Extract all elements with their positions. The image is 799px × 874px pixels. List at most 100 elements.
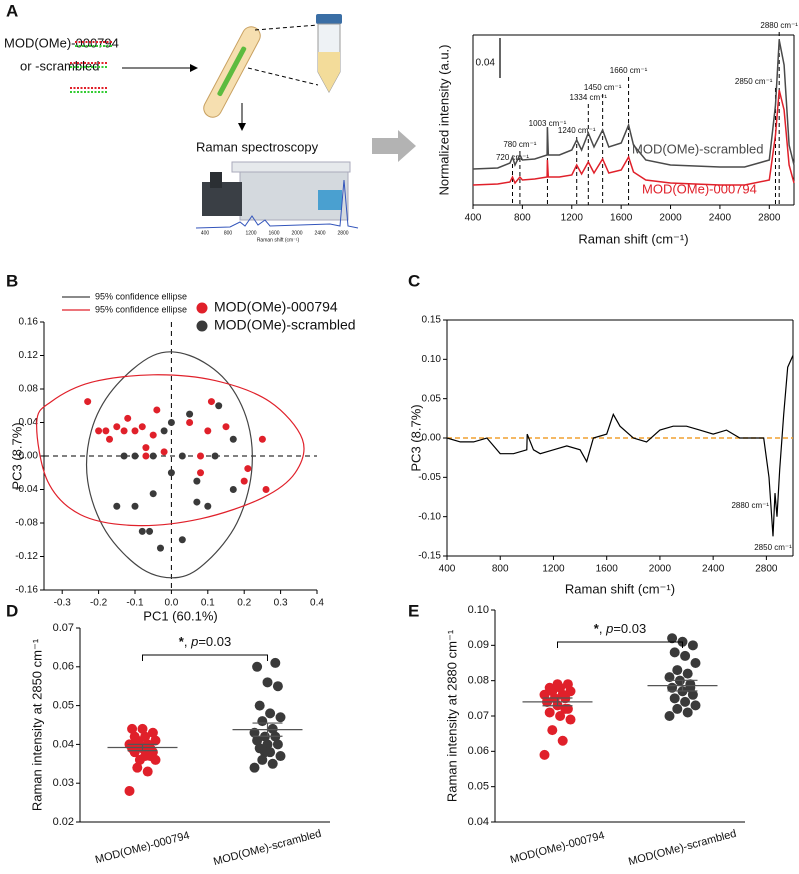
- x-tick-label: 2400: [709, 213, 732, 224]
- annotation: 2850 cm⁻¹: [754, 543, 792, 552]
- point: [197, 452, 205, 460]
- point: [193, 477, 201, 485]
- point: [197, 469, 205, 477]
- point: [113, 502, 121, 510]
- arrow-head: [238, 123, 246, 131]
- loading-line: [446, 355, 794, 537]
- y-tick-label: -0.10: [418, 511, 441, 522]
- series-label: MOD(OMe)-scrambled: [632, 141, 763, 156]
- point: [142, 452, 150, 460]
- point: [186, 419, 194, 426]
- point: [84, 398, 92, 406]
- point: [113, 423, 121, 431]
- point: [142, 444, 150, 452]
- inset-ticks: 400 800 1200 1600 2000 2400 2800: [201, 230, 349, 236]
- inset-tick-label: 800: [224, 230, 233, 236]
- y-tick-label: 0.02: [53, 816, 74, 828]
- point: [680, 696, 691, 707]
- legend-label: 95% confidence ellipse: [95, 304, 187, 314]
- annotation: 2880 cm⁻¹: [731, 501, 769, 510]
- point: [667, 633, 678, 644]
- point: [672, 665, 683, 676]
- point: [178, 452, 186, 460]
- significance-bracket: [557, 641, 683, 648]
- x-tick-label: -0.2: [90, 598, 108, 609]
- y-tick-label: 0.07: [468, 710, 489, 722]
- category-label: MOD(OMe)-scrambled: [627, 828, 738, 868]
- zoom-line: [247, 67, 319, 86]
- y-tick-label: 0.10: [422, 354, 442, 365]
- legend-swatch: [196, 320, 208, 332]
- inset-xlabel: Raman shift (cm⁻¹): [257, 237, 300, 243]
- slide: [203, 26, 261, 118]
- x-tick-label: 2400: [702, 564, 725, 575]
- x-tick-label: 2800: [758, 213, 781, 224]
- spectrum-line: [472, 89, 795, 186]
- confidence-ellipse: [36, 374, 305, 527]
- annotation: 780 cm⁻¹: [503, 140, 536, 149]
- inset-tick-label: 400: [201, 230, 210, 236]
- zoom-line: [254, 24, 319, 31]
- point: [547, 725, 558, 736]
- annotation: 1660 cm⁻¹: [610, 66, 648, 75]
- instrument: [202, 161, 351, 221]
- point: [262, 739, 273, 750]
- significance-part: ,: [599, 621, 606, 636]
- category-label: MOD(OMe)-000794: [509, 830, 606, 867]
- point: [562, 679, 573, 690]
- annotation: 1240 cm⁻¹: [558, 126, 596, 135]
- y-tick-label: 0.08: [19, 384, 39, 395]
- point: [664, 711, 675, 721]
- point: [265, 708, 276, 719]
- point: [131, 427, 139, 435]
- x-tick-label: 400: [465, 213, 482, 224]
- x-tick-label: 800: [492, 564, 509, 575]
- x-tick-label: 0.0: [164, 598, 178, 609]
- category-label: MOD(OMe)-000794: [94, 830, 191, 867]
- significance-part: p: [605, 621, 613, 636]
- x-tick-label: 2000: [649, 564, 672, 575]
- x-tick-label: 1200: [561, 213, 584, 224]
- point: [120, 452, 128, 460]
- alt-label: or -scrambled: [20, 58, 99, 73]
- significance-bracket: [142, 654, 268, 661]
- panel-label: B: [6, 271, 18, 290]
- point: [682, 668, 693, 679]
- point: [138, 527, 146, 535]
- y-tick-label: 0.05: [53, 700, 74, 712]
- x-tick-label: 1600: [610, 213, 633, 224]
- point: [664, 672, 675, 683]
- point: [690, 658, 701, 668]
- x-tick-label: 1200: [542, 564, 565, 575]
- y-tick-label: 0.00: [422, 433, 442, 444]
- tube: [316, 14, 342, 94]
- point: [252, 735, 263, 746]
- point: [552, 679, 563, 690]
- legend-label: MOD(OMe)-000794: [214, 299, 338, 315]
- point: [102, 427, 110, 435]
- y-tick-label: 0.06: [468, 745, 489, 757]
- x-tick-label: 0.4: [310, 598, 324, 609]
- y-tick-label: 0.08: [468, 675, 489, 687]
- point: [539, 749, 550, 760]
- y-tick-label: 0.04: [468, 816, 489, 828]
- schematic: MOD(OMe)-000794 or -scrambled Raman spec…: [4, 14, 416, 243]
- point: [669, 693, 680, 704]
- significance-label: *, p=0.03: [594, 621, 646, 636]
- significance-part: ,: [184, 634, 191, 649]
- y-axis-title: Raman intensity at 2850 cm⁻¹: [29, 638, 44, 811]
- point: [211, 452, 219, 460]
- point: [680, 650, 691, 661]
- point: [147, 727, 158, 738]
- y-tick-label: 0.05: [468, 781, 489, 793]
- point: [270, 657, 281, 668]
- significance-part: =0.03: [613, 621, 646, 636]
- point: [131, 452, 139, 460]
- point: [204, 427, 212, 435]
- point: [167, 419, 175, 426]
- sample-label: MOD(OMe)-000794: [4, 35, 119, 50]
- y-tick-label: 0.00: [19, 451, 39, 462]
- inset-tick-label: 1200: [245, 230, 256, 236]
- annotation: 1003 cm⁻¹: [529, 119, 567, 128]
- y-tick-label: 0.15: [422, 315, 442, 326]
